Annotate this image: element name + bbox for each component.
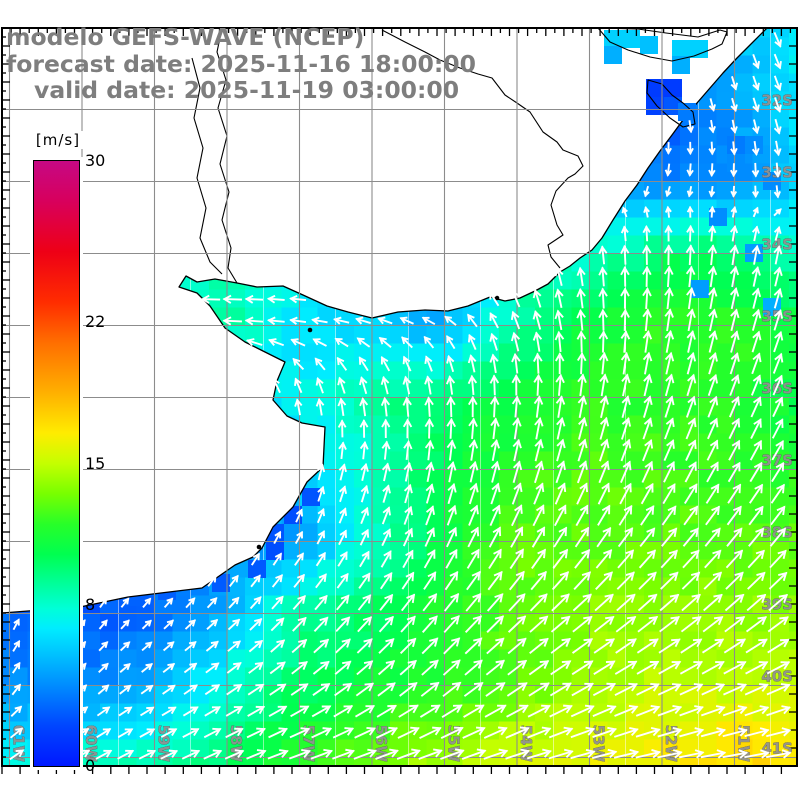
colorbar-tick-label: 30	[85, 151, 106, 170]
forecast-date-line: forecast date: 2025-11-16 18:00:00	[6, 49, 476, 78]
edge-ticks	[1, 27, 797, 774]
city-markers	[256, 295, 500, 550]
colorbar-tick-label: 8	[85, 595, 96, 614]
colorbar-gradient-bar	[33, 160, 80, 767]
lat-label: 40S	[761, 668, 793, 686]
lat-label: 34S	[761, 236, 793, 254]
lat-label: 32S	[761, 92, 793, 110]
land-layer	[1, 27, 768, 614]
lagoon-outlines	[597, 27, 728, 128]
wind-arrows-layer	[9, 32, 792, 761]
lon-label: 51W	[735, 725, 753, 763]
colorbar-unit-label: [m/s]	[33, 131, 83, 149]
graticule-layer	[2, 28, 797, 766]
colorbar-tick-label: 0	[85, 756, 96, 775]
lat-label: 35S	[761, 308, 793, 326]
colorbar-tick-label: 22	[85, 312, 106, 331]
model-title: modelo GEFS-WAVE (NCEP)	[6, 23, 365, 51]
lagoons-layer	[604, 30, 708, 121]
lat-label: 37S	[761, 452, 793, 470]
valid-date-line: valid date: 2025-11-19 03:00:00	[34, 76, 460, 104]
title-block: modelo GEFS-WAVE (NCEP) forecast date: 2…	[6, 24, 476, 104]
colorbar-tick-label: 15	[85, 454, 106, 473]
